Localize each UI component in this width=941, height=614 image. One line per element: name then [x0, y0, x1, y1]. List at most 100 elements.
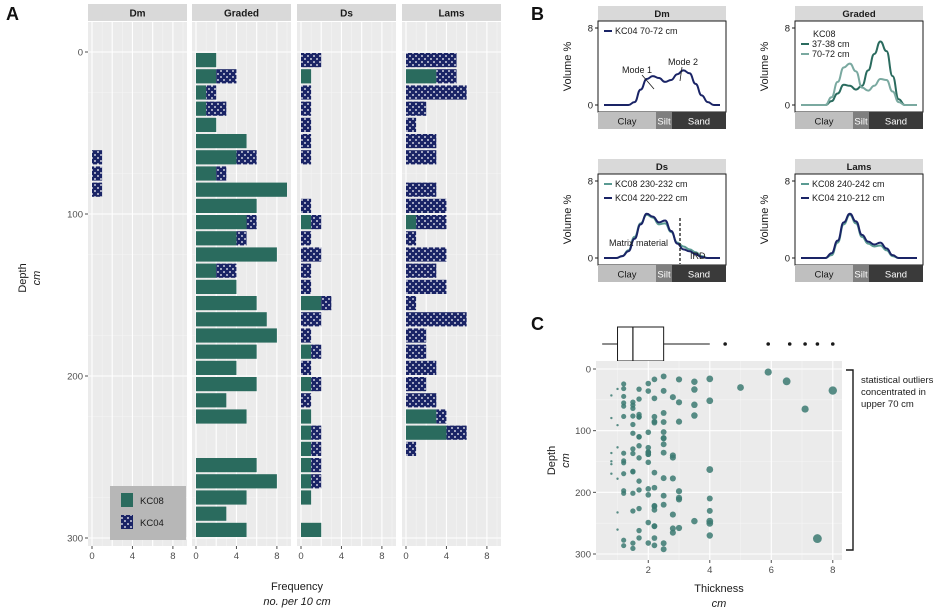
scatter-panel [596, 361, 842, 560]
data-point [610, 460, 613, 463]
data-point [669, 525, 676, 532]
data-point [616, 387, 619, 391]
bar-kc08 [196, 263, 217, 278]
legend-label: KC08 230-232 cm [615, 179, 688, 189]
y-axis-unit: cm [560, 453, 572, 468]
bar-kc04 [236, 231, 247, 246]
bar-kc08 [196, 296, 257, 311]
data-point [669, 529, 676, 536]
data-point [675, 376, 683, 383]
panel-label-a: A [6, 4, 19, 24]
legend-label: 70-72 cm [812, 49, 850, 59]
data-point [636, 527, 642, 534]
bar-kc08 [301, 490, 312, 505]
bar-kc04 [311, 344, 322, 359]
data-point [764, 368, 772, 376]
data-point [660, 475, 667, 482]
data-point [636, 411, 642, 418]
annotation-line: statistical outliers [861, 375, 934, 386]
bar-kc04 [92, 182, 103, 197]
boxplot-outlier [803, 342, 807, 346]
boxplot-outlier [766, 342, 770, 346]
y-axis-label: Volume % [759, 42, 771, 92]
bar-kc08 [406, 69, 437, 84]
outlier-bracket [846, 369, 854, 551]
bar-kc04 [301, 53, 322, 68]
bar-kc04 [406, 328, 427, 343]
legend-label-kc04: KC04 [140, 518, 164, 529]
bar-kc08 [301, 69, 312, 84]
bar-kc04 [301, 312, 322, 327]
x-tick-label: 6 [769, 565, 774, 576]
bar-kc08 [196, 231, 237, 246]
bar-kc08 [301, 344, 312, 359]
data-point [651, 542, 658, 549]
x-tick-label: 0 [89, 551, 94, 562]
annotation-mode-1: Mode 1 [622, 65, 652, 75]
data-point [645, 492, 652, 498]
y-axis-label: Volume % [562, 195, 574, 245]
annotation-ird: IRD [690, 251, 706, 261]
size-class-band [869, 112, 923, 129]
bar-kc04 [446, 425, 467, 440]
data-point [630, 450, 636, 457]
x-tick-label: 4 [707, 565, 712, 576]
data-point [630, 430, 636, 436]
size-class-label: Silt [657, 117, 671, 128]
data-point [706, 495, 713, 502]
data-point [621, 413, 627, 420]
y-tick-label: 100 [575, 426, 591, 437]
y-tick-label: 8 [785, 24, 790, 35]
data-point [616, 446, 619, 449]
bar-kc08 [196, 166, 217, 181]
boxplot-outlier [723, 342, 727, 346]
facet-strip [297, 4, 396, 21]
size-class-band [656, 265, 672, 282]
bar-kc04 [416, 215, 447, 230]
size-class-label: Sand [688, 270, 710, 281]
data-point [782, 377, 791, 386]
bar-kc04 [236, 150, 257, 165]
data-point [610, 472, 613, 475]
x-tick-label: 8 [379, 551, 384, 562]
bar-kc08 [196, 182, 287, 197]
facet-strip [192, 4, 291, 21]
data-point [660, 501, 667, 508]
legend-label: KC04 210-212 cm [812, 193, 885, 203]
data-point [645, 380, 652, 387]
legend-label: KC04 220-222 cm [615, 193, 688, 203]
x-tick-label: 4 [130, 551, 135, 562]
series-line [800, 62, 917, 107]
data-point [660, 546, 667, 553]
bar-kc04 [206, 85, 217, 100]
annotation-leader [641, 74, 655, 90]
y-axis-label: Depth [546, 446, 558, 475]
bar-kc08 [196, 134, 247, 149]
data-point [660, 449, 667, 456]
bar-kc04 [301, 360, 312, 375]
data-point [801, 405, 809, 413]
size-class-label: Silt [657, 270, 671, 281]
data-point [675, 488, 683, 495]
data-point [636, 386, 642, 392]
data-point [691, 378, 698, 385]
bar-kc04 [301, 117, 312, 132]
y-tick-label: 0 [586, 365, 591, 376]
size-class-label: Sand [885, 270, 907, 281]
data-point [675, 524, 683, 532]
data-point [706, 507, 713, 514]
bar-kc08 [196, 117, 217, 132]
bar-kc04 [301, 150, 312, 165]
bar-kc04 [301, 328, 312, 343]
panel-a: A Dm 0 4 8 Graded 0 4 8 Ds 0 4 8 Lams 0 4 8 0 100 200 300 Dep… [6, 4, 501, 608]
x-tick-label: 4 [234, 551, 239, 562]
size-class-label: Clay [617, 270, 636, 281]
data-point [660, 373, 667, 380]
bar-kc08 [196, 328, 277, 343]
data-point [610, 394, 613, 397]
data-point [636, 455, 642, 461]
size-class-label: Clay [814, 270, 833, 281]
bar-kc04 [301, 263, 312, 278]
bar-kc04 [311, 377, 322, 392]
bar-kc08 [196, 69, 217, 84]
